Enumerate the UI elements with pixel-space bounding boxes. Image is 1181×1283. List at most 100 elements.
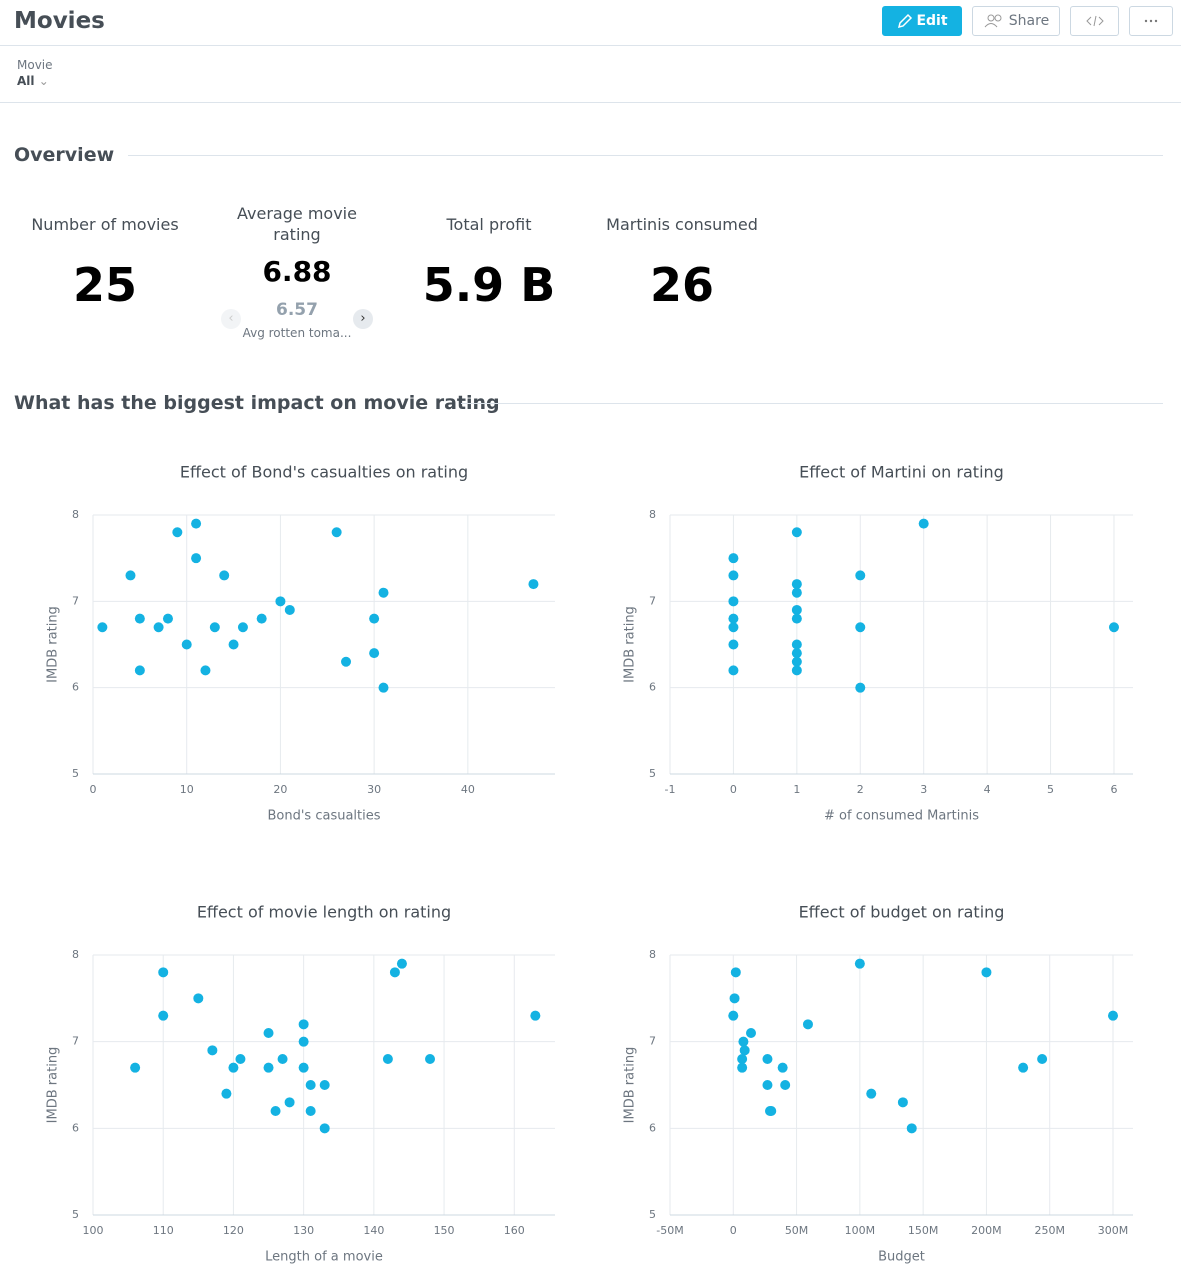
point <box>125 570 136 581</box>
point <box>275 596 286 607</box>
point <box>298 1062 309 1073</box>
point <box>425 1054 436 1064</box>
point <box>389 967 400 978</box>
kpi-secondary-value: 6.57 <box>276 300 318 320</box>
point <box>270 1106 281 1116</box>
x-tick-label: 150M <box>908 1224 939 1237</box>
point <box>237 622 248 633</box>
point <box>728 639 739 650</box>
y-tick-label: 5 <box>649 767 656 780</box>
filter-label: Movie <box>17 58 53 72</box>
y-tick-label: 8 <box>649 508 656 521</box>
x-tick-label: 2 <box>857 783 864 796</box>
x-tick-label: 5 <box>1047 783 1054 796</box>
point <box>256 613 267 624</box>
more-button[interactable] <box>1129 6 1173 36</box>
point <box>981 967 992 978</box>
point <box>305 1106 316 1116</box>
next-arrow[interactable]: › <box>353 309 373 329</box>
point <box>728 613 739 624</box>
x-tick-label: 160 <box>504 1224 525 1237</box>
point <box>730 967 741 978</box>
x-axis-label: # of consumed Martinis <box>824 809 979 824</box>
point <box>1108 622 1119 633</box>
more-icon <box>1144 19 1158 23</box>
edit-icon <box>898 13 913 29</box>
point <box>728 1010 739 1021</box>
x-tick-label: 50M <box>785 1224 809 1237</box>
point <box>802 1019 813 1030</box>
embed-button[interactable] <box>1070 6 1119 36</box>
point <box>762 1080 773 1090</box>
point <box>298 1019 309 1030</box>
y-tick-label: 7 <box>72 594 79 607</box>
y-tick-label: 8 <box>649 948 656 961</box>
point <box>277 1054 288 1064</box>
edit-button[interactable]: Edit <box>882 6 962 36</box>
point <box>897 1097 908 1108</box>
section-title: Overview <box>14 144 115 166</box>
point <box>263 1062 274 1073</box>
point <box>729 993 740 1004</box>
x-tick-label: 0 <box>90 783 97 796</box>
point <box>728 553 739 564</box>
kpi-value: 25 <box>72 258 137 312</box>
x-tick-label: 110 <box>153 1224 174 1237</box>
point <box>791 648 802 659</box>
x-tick-label: 120 <box>223 1224 244 1237</box>
point <box>855 622 866 633</box>
prev-arrow[interactable]: ‹ <box>221 309 241 329</box>
share-button[interactable]: Share <box>972 6 1060 36</box>
point <box>739 1045 750 1056</box>
point <box>855 570 866 581</box>
point <box>791 527 802 538</box>
filter-divider <box>0 102 1181 103</box>
point <box>791 604 802 615</box>
point <box>134 665 145 676</box>
share-icon <box>984 14 1002 28</box>
section-title: What has the biggest impact on movie rat… <box>14 392 500 414</box>
point <box>791 613 802 624</box>
x-axis-label: Length of a movie <box>265 1250 383 1265</box>
y-axis-label: IMDB rating <box>46 606 61 683</box>
point <box>530 1010 541 1021</box>
x-axis-label: Bond's casualties <box>267 809 380 824</box>
point <box>319 1123 330 1134</box>
filter-value[interactable]: All ⌄ <box>17 74 49 88</box>
point <box>791 579 802 590</box>
point <box>728 570 739 581</box>
y-tick-label: 5 <box>649 1208 656 1221</box>
x-tick-label: 40 <box>461 783 475 796</box>
point <box>341 656 352 667</box>
x-tick-label: 3 <box>920 783 927 796</box>
x-tick-label: 6 <box>1110 783 1117 796</box>
point <box>191 518 202 529</box>
point <box>228 1062 239 1073</box>
point <box>528 579 539 590</box>
point <box>766 1106 777 1116</box>
chart-title: Effect of Bond's casualties on rating <box>180 463 468 482</box>
x-tick-label: 1 <box>793 783 800 796</box>
point <box>209 622 220 633</box>
chart-title: Effect of budget on rating <box>799 903 1005 922</box>
point <box>906 1123 917 1134</box>
filter-value-text: All <box>17 74 35 88</box>
header-divider <box>0 45 1181 46</box>
point <box>200 665 211 676</box>
point <box>791 639 802 650</box>
point <box>228 639 239 650</box>
page-title: Movies <box>14 8 105 34</box>
x-tick-label: 300M <box>1098 1224 1129 1237</box>
point <box>172 527 183 538</box>
point <box>298 1036 309 1047</box>
x-tick-label: 10 <box>180 783 194 796</box>
kpi-label: Martinis consumed <box>606 215 758 234</box>
y-tick-label: 7 <box>72 1035 79 1048</box>
point <box>728 622 739 633</box>
point <box>866 1088 877 1099</box>
point <box>738 1036 749 1047</box>
point <box>235 1054 246 1064</box>
y-tick-label: 6 <box>649 1121 656 1134</box>
point <box>207 1045 218 1056</box>
point <box>1108 1010 1119 1021</box>
